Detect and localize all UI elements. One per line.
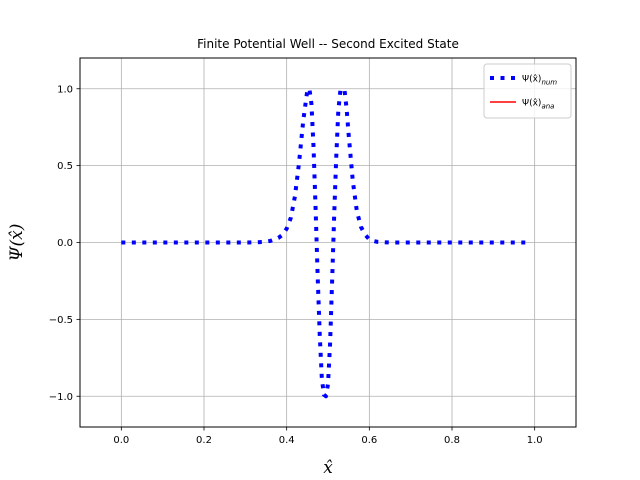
- legend-entry-base: Ψ(x̂): [522, 74, 541, 85]
- legend-entry-subscript: num: [541, 79, 557, 87]
- legend-entry-label: Ψ(x̂)ana: [522, 98, 554, 111]
- y-axis-label: Ψ(x̂): [7, 224, 27, 262]
- series-line-0: [121, 86, 527, 399]
- legend-entry-subscript: ana: [541, 103, 554, 111]
- x-tick-label: 0.4: [279, 435, 295, 446]
- ticks: 0.0 0.2 0.4 0.6 0.8 1.0 −1.0 −0.5 0.0 0.5 1.0: [49, 84, 543, 446]
- x-tick-label: 0.0: [113, 435, 129, 446]
- legend-entry-base: Ψ(x̂): [522, 98, 541, 109]
- x-tick-label: 0.2: [196, 435, 212, 446]
- x-tick-label: 1.0: [527, 435, 543, 446]
- series-layer: [121, 86, 527, 399]
- y-tick-label: 0.0: [57, 238, 73, 249]
- x-tick-label: 0.8: [444, 435, 460, 446]
- y-tick-label: 0.5: [57, 161, 73, 172]
- y-tick-label: −1.0: [49, 392, 73, 403]
- legend-entry-label: Ψ(x̂)num: [522, 74, 557, 87]
- legend-frame: [483, 63, 572, 119]
- x-axis-label: x̂: [323, 458, 333, 478]
- chart-title: Finite Potential Well -- Second Excited …: [197, 37, 459, 51]
- y-tick-label: −0.5: [49, 315, 73, 326]
- x-tick-label: 0.6: [361, 435, 377, 446]
- y-tick-label: 1.0: [57, 84, 73, 95]
